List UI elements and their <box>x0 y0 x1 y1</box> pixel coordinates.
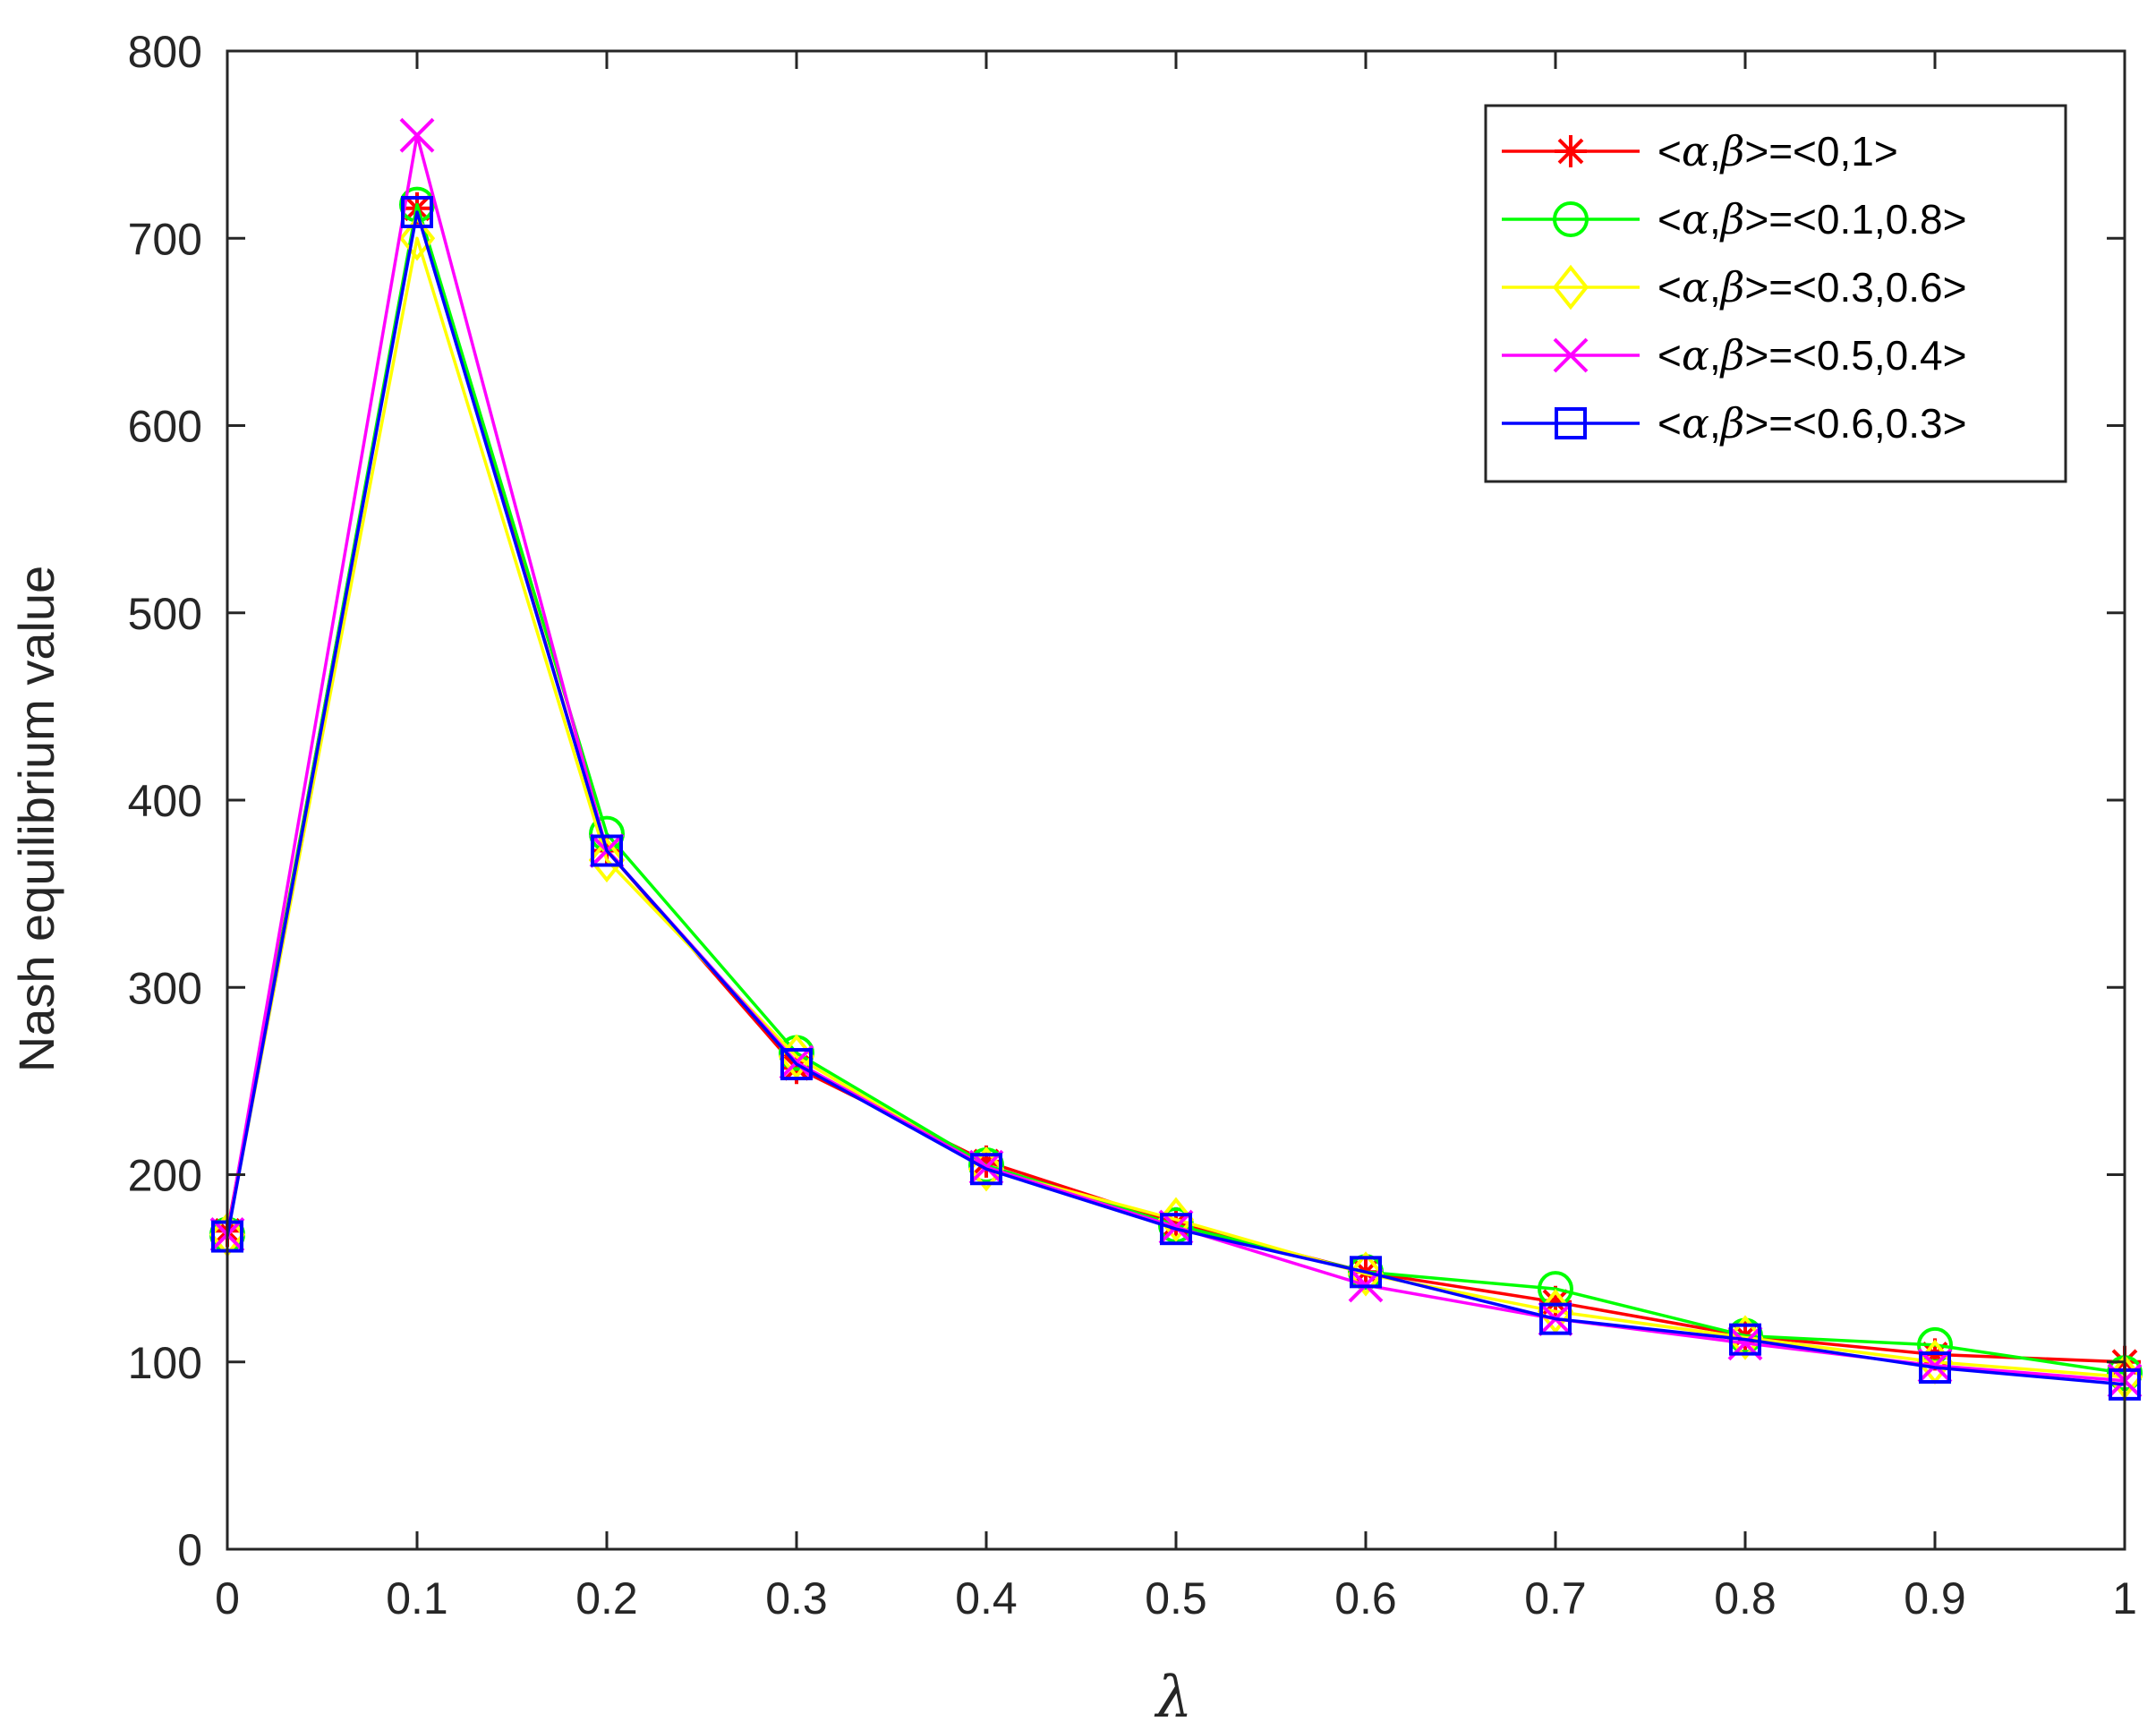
data-point-marker <box>588 837 626 883</box>
legend-marker <box>1555 407 1587 439</box>
y-tick-label: 300 <box>128 963 202 1013</box>
x-tick-label: 0.9 <box>1904 1573 1966 1623</box>
x-tick-label: 0.7 <box>1524 1573 1587 1623</box>
axes-layer: 0 0.1 0.2 0.3 0.4 0.5 0.6 0.7 0.8 0.9 1 0 100 200 300 4… <box>128 27 2137 1623</box>
series-layer <box>209 117 2143 1401</box>
series-line <box>226 210 2126 1386</box>
x-tick-label: 0.6 <box>1334 1573 1397 1623</box>
y-axis-label: Nash equilibrium value <box>8 566 64 1073</box>
y-tick-label: 500 <box>128 589 202 639</box>
y-tick-label: 100 <box>128 1338 202 1388</box>
legend-entry: <α,β>=<0,1> <box>1502 127 1898 175</box>
y-tick-label: 800 <box>128 27 202 77</box>
legend: <α,β>=<0,1> <α,β>=<0.1,0.8> <α,β>=<0.3,0.6… <box>1484 104 2067 483</box>
legend-marker <box>1552 264 1589 311</box>
data-point-marker <box>1160 1206 1192 1240</box>
y-tick-label: 0 <box>177 1525 202 1575</box>
x-tick-label: 0.8 <box>1714 1573 1777 1623</box>
x-tick-label: 0.5 <box>1145 1573 1207 1623</box>
x-tick-label: 0.2 <box>575 1573 638 1623</box>
legend-label: <α,β>=<0.5,0.4> <box>1657 331 1966 379</box>
data-point-marker <box>1160 1213 1192 1246</box>
data-point-marker <box>970 1153 1002 1186</box>
legend-entry: <α,β>=<0.1,0.8> <box>1502 195 1966 243</box>
legend-label: <α,β>=<0.1,0.8> <box>1657 195 1966 243</box>
legend-label: <α,β>=<0,1> <box>1657 127 1898 175</box>
series-line <box>226 236 2126 1379</box>
legend-label: <α,β>=<0.3,0.6> <box>1657 263 1966 311</box>
data-point-marker <box>399 117 435 153</box>
legend-marker <box>1553 337 1589 373</box>
x-tick-label: 0.1 <box>386 1573 448 1623</box>
data-point-marker <box>1539 1285 1572 1318</box>
data-point-marker <box>1729 1323 1761 1356</box>
x-tick-label: 1 <box>2112 1573 2137 1623</box>
legend-marker <box>1553 201 1589 237</box>
x-tick-label: 0.3 <box>765 1573 828 1623</box>
data-point-marker <box>970 1145 1002 1178</box>
data-point-marker <box>1350 1256 1382 1289</box>
y-tick-label: 400 <box>128 776 202 826</box>
x-tick-label: 0 <box>215 1573 240 1623</box>
legend-marker <box>1555 135 1587 167</box>
data-point-marker <box>401 195 433 228</box>
x-tick-label: 0.4 <box>955 1573 1018 1623</box>
data-point-marker <box>780 1048 813 1081</box>
legend-entry: <α,β>=<0.3,0.6> <box>1502 263 1966 311</box>
legend-label: <α,β>=<0.6,0.3> <box>1657 399 1966 447</box>
x-axis-label: λ <box>1154 1665 1193 1730</box>
series-5 <box>211 195 2141 1401</box>
y-tick-label: 200 <box>128 1151 202 1201</box>
data-point-marker <box>398 216 436 261</box>
data-point-marker <box>1347 1251 1385 1297</box>
data-point-marker <box>591 834 623 867</box>
y-tick-label: 700 <box>128 214 202 264</box>
legend-entry: <α,β>=<0.5,0.4> <box>1502 331 1966 379</box>
y-tick-label: 600 <box>128 402 202 452</box>
data-point-marker <box>1539 1302 1572 1335</box>
data-point-marker <box>1919 1351 1951 1385</box>
legend-entry: <α,β>=<0.6,0.3> <box>1502 399 1966 447</box>
